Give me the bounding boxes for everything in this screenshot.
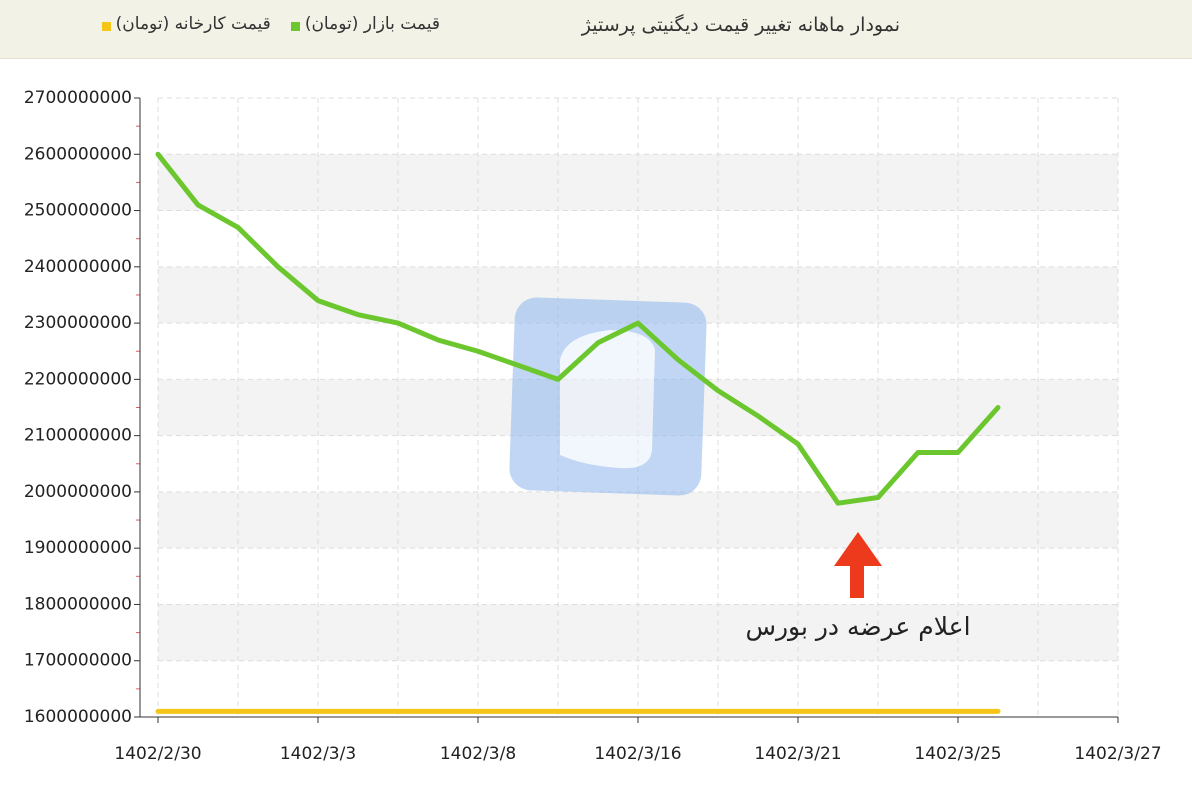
x-tick-label: 1402/3/25 (914, 744, 1001, 764)
legend-swatch (290, 21, 300, 31)
x-tick-label: 1402/3/27 (1074, 744, 1161, 764)
y-tick-label: 1900000000 (24, 538, 132, 558)
chart-title: نمودار ماهانه تغییر قیمت دیگنیتی پرستیژ (581, 14, 900, 36)
legend-item: قیمت کارخانه (تومان) (101, 14, 271, 34)
y-tick-label: 2000000000 (24, 482, 132, 502)
y-tick-label: 1600000000 (24, 707, 132, 727)
legend-label: قیمت بازار (تومان) (304, 14, 440, 34)
watermark-logo (509, 297, 707, 496)
y-tick-label: 2600000000 (24, 144, 132, 164)
annotation: اعلام عرضه در بورس (745, 612, 970, 641)
y-tick-label: 2500000000 (24, 201, 132, 221)
watermark-shape (560, 330, 655, 469)
x-tick-label: 1402/3/8 (440, 744, 516, 764)
watermark (509, 297, 707, 496)
series-line (155, 151, 1001, 506)
legend-swatch (101, 21, 111, 31)
x-tick-label: 1402/3/16 (594, 744, 681, 764)
y-tick-label: 2400000000 (24, 257, 132, 277)
grid: 1600000000 1700000000 1800000000 1900000000… (24, 88, 1162, 764)
y-tick-label: 2700000000 (24, 88, 132, 108)
y-tick-label: 2200000000 (24, 369, 132, 389)
plot (155, 151, 1001, 714)
legend-item: قیمت بازار (تومان) (290, 14, 440, 34)
y-tick-label: 2100000000 (24, 426, 132, 446)
legend: قیمت بازار (تومان) قیمت کارخانه (تومان) (101, 14, 440, 34)
y-tick-label: 1700000000 (24, 651, 132, 671)
x-tick-label: 1402/2/30 (114, 744, 201, 764)
y-tick-label: 1800000000 (24, 594, 132, 614)
annotation-arrow (834, 532, 882, 598)
x-tick-label: 1402/3/3 (280, 744, 356, 764)
header: نمودار ماهانه تغییر قیمت دیگنیتی پرستیژ … (0, 0, 1192, 59)
grid-band (158, 491, 1118, 549)
x-tick-label: 1402/3/21 (754, 744, 841, 764)
legend-label: قیمت کارخانه (تومان) (115, 14, 271, 34)
y-tick-label: 2300000000 (24, 313, 132, 333)
